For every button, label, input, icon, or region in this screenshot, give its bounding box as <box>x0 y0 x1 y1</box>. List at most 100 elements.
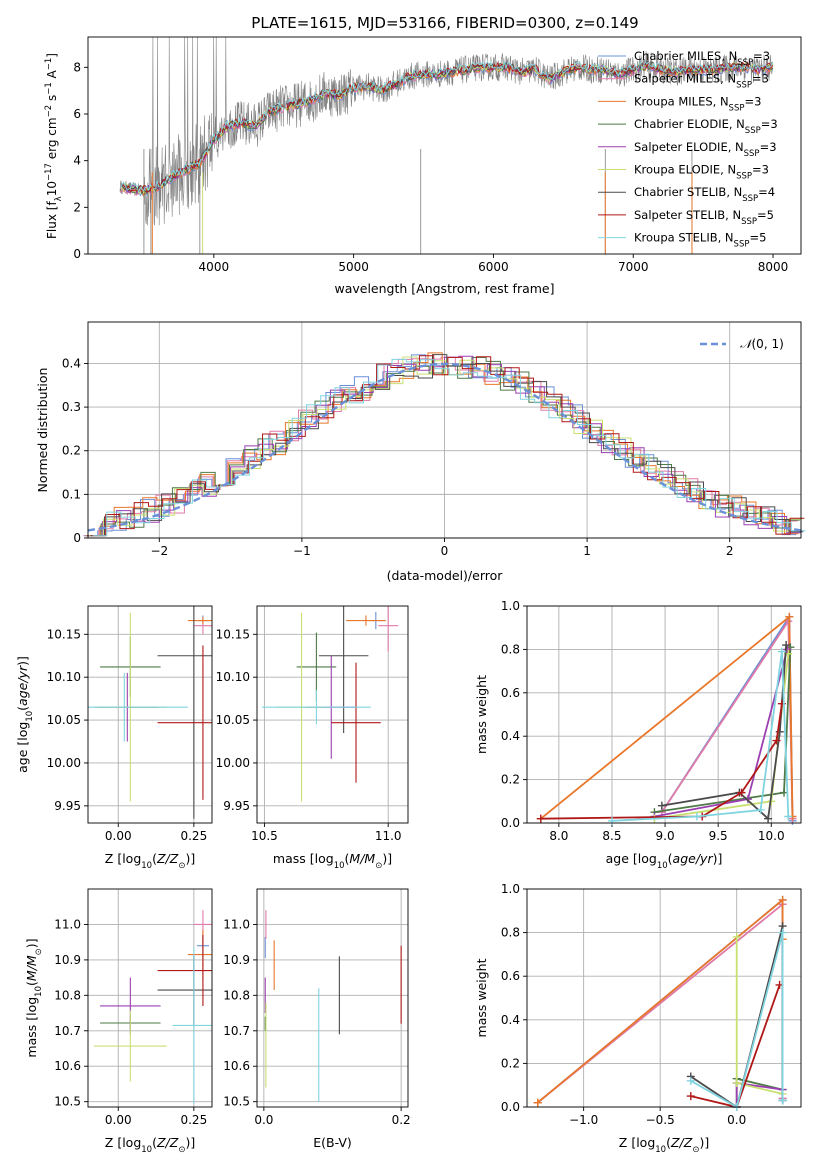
x-tick-label: 7000 <box>618 260 649 274</box>
y-tick-label: 0.8 <box>501 926 520 940</box>
weight-marker <box>756 805 765 814</box>
residual-histogram-chabrier-elodie <box>86 357 800 537</box>
massEBV-panel: 0.0 0.2 10.5 10.6 10.7 10.8 10.9 11.0 E(B-V) <box>223 888 411 1150</box>
y-tick-label: 0.6 <box>501 686 520 700</box>
axes-frame <box>87 321 802 539</box>
legend-entry: Kroupa MILES, NSSP=3 <box>634 94 761 113</box>
y-tick-label: 10.00 <box>47 756 81 770</box>
x-axis-label: Z [log10(Z/Z⊙)] <box>619 1135 709 1155</box>
y-tick-label: 0.4 <box>501 1013 520 1027</box>
y-tick-label: 10.8 <box>54 988 81 1002</box>
weight-marker <box>657 801 666 810</box>
y-tick-label: 10.9 <box>223 953 250 967</box>
y-tick-label: 10.5 <box>54 1095 81 1109</box>
y-tick-label: 0.4 <box>62 356 81 370</box>
legend-entry: Chabrier ELODIE, NSSP=3 <box>634 117 778 136</box>
y-tick-label: 0.8 <box>501 642 520 656</box>
y-tick-label: 0.3 <box>62 400 81 414</box>
ageMass-panel: 10.5 11.0 9.95 10.00 10.05 10.10 10.15 mass [lo… <box>216 605 409 871</box>
massZ-panel: 0.00 0.25 10.5 10.6 10.7 10.8 10.9 11.0 Z [log10… <box>24 888 213 1155</box>
weight-line-kroupa-miles <box>540 615 794 820</box>
y-tick-label: 2 <box>73 200 81 214</box>
weight-marker <box>777 647 786 656</box>
y-tick-label: 10.5 <box>223 1095 250 1109</box>
weight-marker <box>778 1096 787 1105</box>
residual-histogram-salpeter-elodie <box>88 355 801 537</box>
y-tick-label: 10.15 <box>216 627 250 641</box>
legend-entry: Salpeter MILES, NSSP=3 <box>634 72 769 91</box>
x-axis-label: Z [log10(Z/Z⊙)] <box>105 851 195 871</box>
ageZ-panel: 0.00 0.25 9.95 10.00 10.05 10.10 10.15 Z [log10… <box>15 605 213 871</box>
y-tick-label: 10.10 <box>47 670 81 684</box>
y-tick-label: 0.2 <box>501 1056 520 1070</box>
x-tick-label: 0.00 <box>105 1113 132 1127</box>
y-tick-label: 4 <box>73 154 81 168</box>
axes-frame <box>87 605 213 824</box>
legend-entry: Kroupa ELODIE, NSSP=3 <box>634 163 769 182</box>
weight-marker <box>732 932 741 941</box>
y-axis-label: mass weight <box>474 675 489 754</box>
y-axis-label: mass [log10(M/M⊙)] <box>24 938 44 1057</box>
x-tick-label: 6000 <box>478 260 509 274</box>
x-tick-label: −1.0 <box>569 1113 598 1127</box>
y-tick-label: 0.1 <box>62 487 81 501</box>
y-tick-label: 11.0 <box>54 917 81 931</box>
x-tick-label: 5000 <box>338 260 369 274</box>
error-bars <box>261 606 399 802</box>
weight-marker <box>764 814 773 823</box>
y-tick-label: 10.6 <box>223 1059 250 1073</box>
weight-marker <box>536 814 545 823</box>
y-tick-label: 11.0 <box>223 917 250 931</box>
x-tick-label: 8.0 <box>549 829 568 843</box>
y-tick-label: 10.00 <box>216 756 250 770</box>
residual-histogram-salpeter-stelib <box>91 355 805 537</box>
legend-entry: Chabrier STELIB, NSSP=4 <box>634 185 775 204</box>
residual-panel: −2 −1 0 1 2 0 0.1 0.2 0.3 0.4 (data-model)/error No… <box>35 321 806 583</box>
weight-marker <box>782 641 791 650</box>
weight-marker <box>783 645 792 654</box>
weight-marker <box>784 812 793 821</box>
x-tick-label: 2 <box>726 544 734 558</box>
residual-histogram-kroupa-miles <box>85 352 799 537</box>
y-tick-label: 10.10 <box>216 670 250 684</box>
y-tick-label: 1.0 <box>501 882 520 896</box>
x-tick-label: 9.5 <box>709 829 728 843</box>
x-tick-label: −2 <box>150 544 168 558</box>
y-tick-label: 10.8 <box>223 988 250 1002</box>
axes-frame <box>256 888 409 1108</box>
y-axis-label: age [log10(age/yr)] <box>15 656 35 773</box>
normal-curve <box>87 362 802 532</box>
weight-marker <box>785 612 794 621</box>
weight-marker <box>607 816 616 825</box>
x-axis-label: Z [log10(Z/Z⊙)] <box>105 1135 195 1155</box>
x-tick-label: 8000 <box>758 260 789 274</box>
y-tick-label: 0 <box>73 531 81 545</box>
x-tick-label: −0.5 <box>646 1113 675 1127</box>
axes-frame <box>526 605 802 824</box>
axes-frame <box>87 36 802 255</box>
residual-histogram-salpeter-miles <box>84 356 798 537</box>
y-tick-label: 10.05 <box>47 713 81 727</box>
legend-entry: Salpeter STELIB, NSSP=5 <box>634 208 774 227</box>
x-axis-label: mass [log10(M/M⊙)] <box>273 851 392 871</box>
axes-frame <box>526 888 802 1108</box>
y-tick-label: 9.95 <box>223 799 250 813</box>
weight-line-kroupa-stelib <box>690 932 784 1109</box>
spectrum-panel: 4000 5000 6000 7000 8000 0 2 4 6 8 wavelength [Ang… <box>44 36 802 296</box>
axes-frame <box>87 888 213 1108</box>
figure-title: PLATE=1615, MJD=53166, FIBERID=0300, z=0… <box>251 14 638 32</box>
x-tick-label: 0.00 <box>105 829 132 843</box>
x-axis-label: age [log10(age/yr)] <box>606 851 723 871</box>
weight-marker <box>737 788 746 797</box>
x-tick-label: 8.5 <box>602 829 621 843</box>
axes-frame <box>256 605 409 824</box>
x-tick-label: 0.25 <box>180 829 207 843</box>
weight-marker <box>692 812 701 821</box>
y-tick-label: 10.15 <box>47 627 81 641</box>
weight-marker <box>772 736 781 745</box>
weight-marker <box>778 928 787 937</box>
x-axis-label: (data-model)/error <box>387 568 504 583</box>
y-tick-label: 1.0 <box>501 599 520 613</box>
y-tick-label: 10.05 <box>216 713 250 727</box>
weight-marker <box>686 1092 695 1101</box>
